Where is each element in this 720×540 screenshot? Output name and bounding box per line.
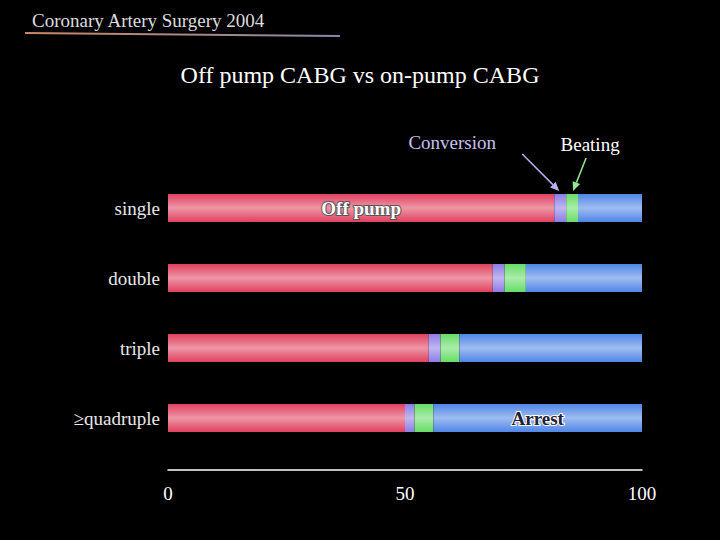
- svg-text:triple: triple: [120, 338, 160, 359]
- svg-text:Conversion: Conversion: [408, 132, 496, 153]
- svg-text:≥quadruple: ≥quadruple: [74, 408, 160, 429]
- svg-text:single: single: [115, 198, 160, 219]
- svg-text:Off pump: Off pump: [321, 198, 401, 219]
- svg-text:50: 50: [396, 483, 415, 504]
- svg-text:Arrest: Arrest: [512, 408, 565, 429]
- svg-text:Coronary Artery Surgery 2004: Coronary Artery Surgery 2004: [32, 10, 265, 31]
- svg-text:double: double: [108, 268, 160, 289]
- svg-text:0: 0: [163, 483, 173, 504]
- svg-text:Off pump CABG vs on-pump CABG: Off pump CABG vs on-pump CABG: [181, 62, 540, 88]
- svg-text:100: 100: [628, 483, 657, 504]
- svg-text:Beating: Beating: [561, 134, 621, 155]
